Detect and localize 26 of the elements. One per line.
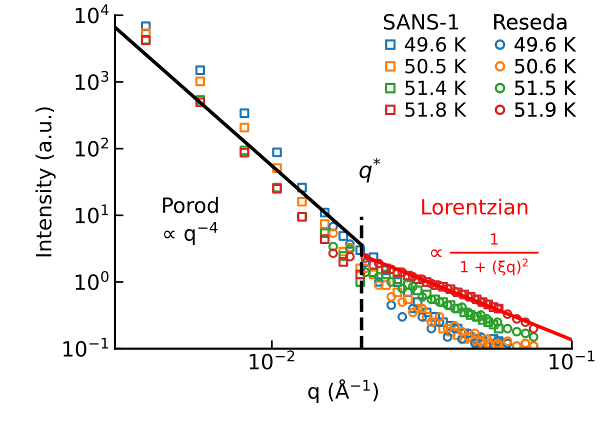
legend-label: 49.6 K [514,37,576,52]
legend-label: 50.5 K [405,58,467,74]
y-tick-label: 10$^{0}$ [76,270,108,290]
legend-label: 51.9 K [515,102,576,117]
y-axis-title: Intensity (a.u.) [35,107,56,256]
y-tick-label: 10$^{2}$ [76,138,108,157]
legend-label: 49.6 K [404,37,467,52]
x-axis-title: q (Å$^{−1}$) [308,379,378,403]
x-tick-label: 10$^{−2}$ [250,350,294,370]
legend-label: 51.4 K [405,80,467,96]
annotation: Porod [163,196,218,214]
y-tick-label: 10$^{1}$ [76,204,108,224]
text: SANS-1 [384,14,458,30]
annotation: ∝ q$^{−4}$ [164,222,218,246]
y-tick-label: 10$^{4}$ [76,4,109,24]
legend-label: 50.6 K [515,58,576,74]
annotation: 1 [491,233,498,245]
legend-label: 51.5 K [515,80,576,96]
y-tick-label: 10$^{3}$ [76,70,108,90]
text: Reseda [494,14,566,30]
legend-label: 51.8 K [405,102,467,117]
annotation: q$^{*}$ [360,158,380,182]
annotation: 1 + (ξq)$^{2}$ [461,258,528,276]
y-tick-label: 10$^{−1}$ [63,338,108,357]
annotation: ∝ [431,249,442,258]
annotation: Lorentzian [422,198,528,215]
